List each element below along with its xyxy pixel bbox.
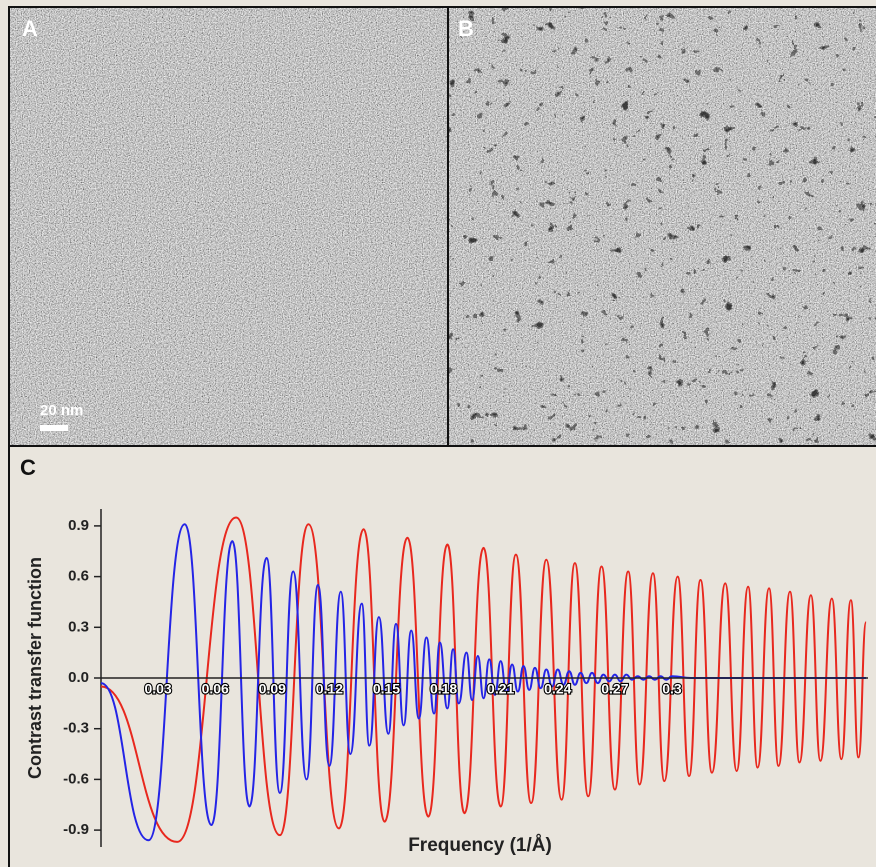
- particles-b: [449, 8, 876, 445]
- x-tick-label: 0.15: [373, 681, 400, 697]
- x-tick-label: 0.09: [259, 681, 286, 697]
- x-tick-label: 0.27: [601, 681, 628, 697]
- ctf-curve: [100, 523, 867, 842]
- micrograph-a: [10, 8, 447, 445]
- y-tick-label: 0.6: [68, 568, 89, 585]
- panel-label: C: [20, 455, 36, 480]
- y-tick-label: -0.6: [63, 770, 89, 787]
- x-tick-label: 0.06: [202, 681, 229, 697]
- x-tick-label: 0.24: [544, 681, 571, 697]
- x-tick-label: 0.3: [662, 681, 682, 697]
- y-tick-label: -0.9: [63, 821, 89, 838]
- panel-label: A: [22, 16, 38, 41]
- y-axis-label: Contrast transfer function: [25, 557, 45, 779]
- x-tick-label: 0.18: [430, 681, 457, 697]
- panel-label: B: [458, 16, 474, 41]
- ctf-curve: [100, 516, 868, 843]
- y-tick-label: 0.0: [68, 669, 89, 686]
- x-tick-label: 0.12: [316, 681, 343, 697]
- y-tick-label: 0.9: [68, 517, 89, 534]
- x-tick-label: 0.03: [144, 681, 171, 697]
- x-axis-label: Frequency (1/Å): [408, 835, 552, 856]
- scale-bar-label: 20 nm: [40, 402, 83, 419]
- x-tick-label: 0.21: [487, 681, 514, 697]
- scale-bar: [40, 425, 68, 431]
- y-tick-label: 0.3: [68, 618, 89, 635]
- y-tick-label: -0.3: [63, 720, 89, 737]
- panel-border: [8, 447, 10, 867]
